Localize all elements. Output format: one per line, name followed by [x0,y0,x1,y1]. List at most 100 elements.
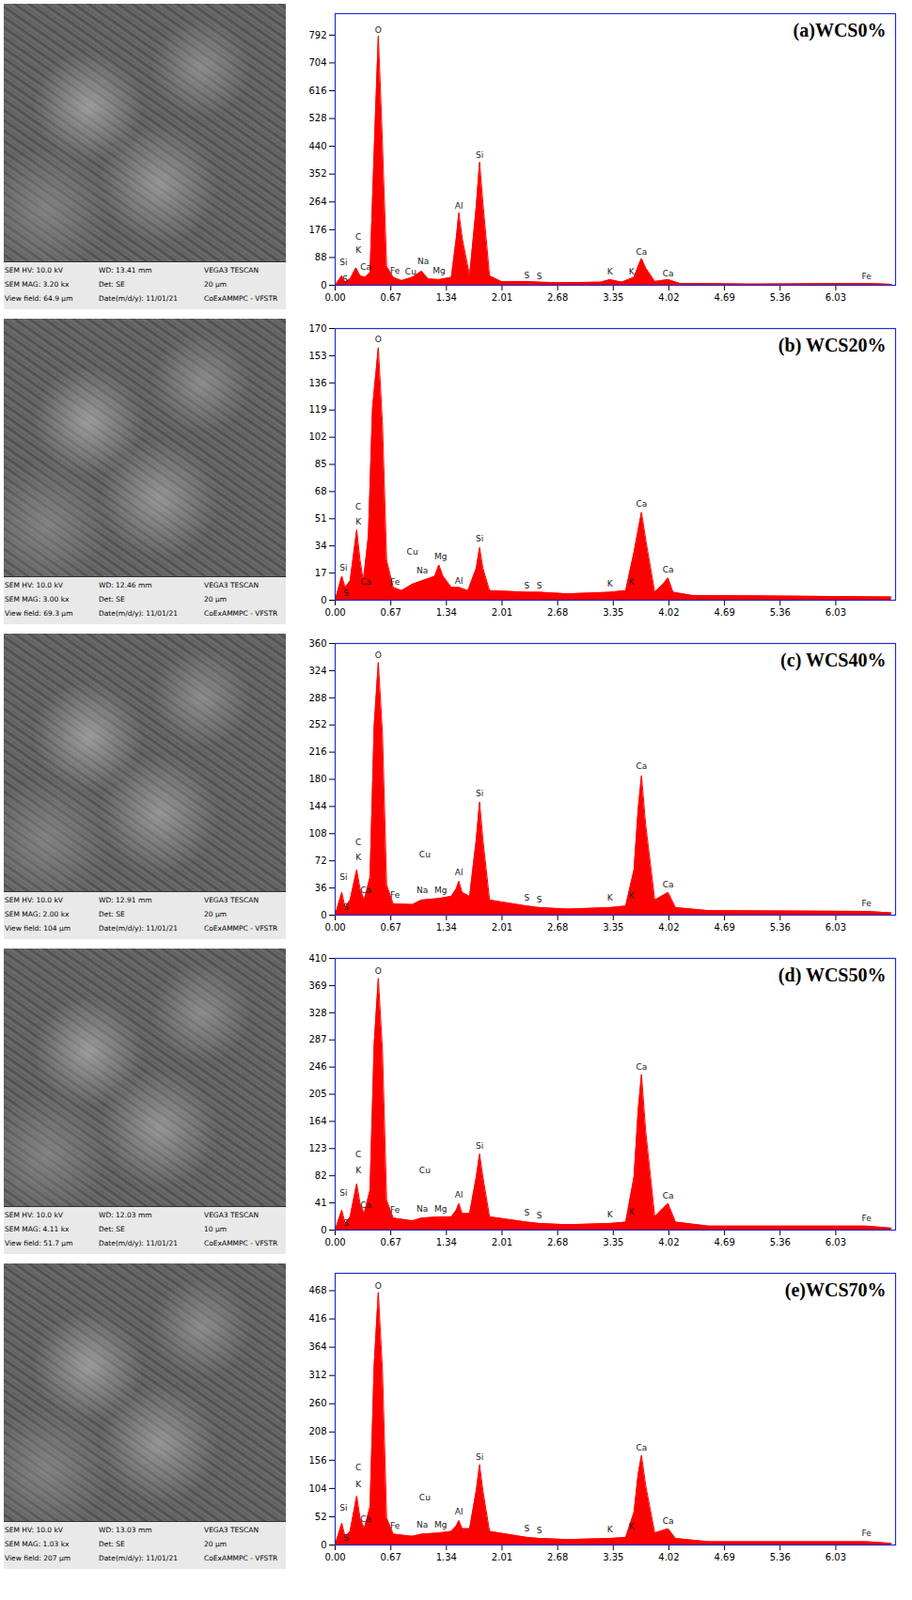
svg-text:K: K [628,577,636,587]
svg-text:K: K [628,891,636,901]
svg-text:K: K [355,1479,362,1490]
svg-text:O: O [375,334,382,345]
svg-text:S: S [343,588,349,598]
svg-text:369: 369 [308,980,327,991]
svg-text:O: O [375,1281,382,1291]
svg-text:(d) WCS50%: (d) WCS50% [778,964,887,987]
svg-text:C: C [355,1462,362,1473]
svg-text:C: C [355,1149,362,1160]
svg-text:Fe: Fe [861,271,872,282]
svg-text:Si: Si [339,1503,347,1513]
svg-text:Ca: Ca [662,880,675,890]
svg-text:Mg: Mg [434,885,447,896]
svg-text:352: 352 [308,168,327,179]
svg-text:6.03: 6.03 [825,607,847,618]
svg-text:4.69: 4.69 [713,922,735,933]
svg-text:Ca: Ca [662,565,675,575]
svg-text:Si: Si [339,257,347,268]
svg-text:4.02: 4.02 [658,1552,679,1563]
svg-text:4.02: 4.02 [658,922,679,933]
svg-text:360: 360 [308,638,327,649]
svg-text:Mg: Mg [432,266,445,276]
svg-text:3.35: 3.35 [602,1237,624,1248]
svg-text:312: 312 [308,1369,327,1381]
svg-text:208: 208 [308,1426,327,1437]
svg-text:K: K [607,1210,614,1220]
svg-text:6.03: 6.03 [825,1237,847,1248]
svg-text:Si: Si [475,1141,484,1151]
svg-text:176: 176 [308,224,327,236]
svg-text:52: 52 [314,1511,328,1523]
svg-text:2.01: 2.01 [491,1237,513,1248]
svg-text:5.36: 5.36 [770,922,791,933]
svg-text:O: O [375,650,382,661]
svg-text:Fe: Fe [861,1213,872,1224]
svg-text:0: 0 [320,1540,327,1551]
svg-text:Si: Si [339,872,347,882]
svg-text:4.02: 4.02 [658,607,679,618]
svg-text:K: K [628,1207,636,1217]
svg-text:Cu: Cu [405,267,417,277]
svg-text:156: 156 [308,1455,327,1466]
svg-text:288: 288 [308,692,327,704]
svg-text:S: S [343,902,349,912]
svg-text:416: 416 [308,1313,327,1324]
svg-text:85: 85 [314,458,328,470]
svg-text:0.00: 0.00 [324,1237,346,1248]
svg-text:K: K [355,852,362,863]
svg-text:324: 324 [308,665,327,677]
svg-text:0.00: 0.00 [324,607,346,618]
svg-text:4.02: 4.02 [658,1237,679,1248]
svg-text:K: K [355,245,362,255]
svg-text:2.01: 2.01 [491,922,513,933]
svg-text:102: 102 [308,431,327,442]
svg-text:0.00: 0.00 [324,922,346,933]
svg-text:1.34: 1.34 [436,1552,457,1563]
svg-text:4.02: 4.02 [658,292,679,303]
svg-text:72: 72 [314,855,328,866]
svg-text:S: S [524,893,531,903]
svg-text:S: S [536,1525,543,1536]
svg-text:Mg: Mg [434,1520,447,1530]
svg-text:(e)WCS70%: (e)WCS70% [785,1279,887,1302]
svg-text:0: 0 [320,280,327,291]
svg-text:Al: Al [455,1507,464,1517]
svg-text:2.01: 2.01 [491,1552,513,1563]
svg-text:704: 704 [308,57,327,68]
svg-text:410: 410 [308,953,327,964]
svg-text:S: S [536,895,543,905]
svg-text:S: S [342,274,348,284]
svg-text:6.03: 6.03 [825,1552,847,1563]
svg-text:Ca: Ca [662,268,675,279]
svg-text:S: S [536,1210,543,1221]
svg-text:O: O [375,25,382,35]
svg-text:170: 170 [308,323,327,334]
svg-text:K: K [355,1165,362,1176]
svg-text:246: 246 [308,1061,327,1072]
svg-text:144: 144 [308,801,327,812]
svg-text:K: K [628,1522,636,1532]
svg-text:0.67: 0.67 [380,1237,402,1248]
svg-text:Mg: Mg [434,551,447,562]
svg-text:Na: Na [416,1204,428,1214]
svg-text:K: K [607,1525,614,1535]
svg-text:Ca: Ca [662,1191,675,1201]
svg-text:0: 0 [320,595,327,606]
svg-text:Ca: Ca [635,1443,647,1453]
svg-text:328: 328 [308,1007,327,1019]
svg-text:364: 364 [308,1341,327,1353]
svg-text:51: 51 [314,513,328,524]
svg-text:4.69: 4.69 [713,292,735,303]
svg-text:287: 287 [308,1034,327,1045]
svg-text:2.01: 2.01 [491,607,513,618]
svg-text:164: 164 [308,1116,327,1127]
svg-text:108: 108 [308,828,327,839]
svg-text:119: 119 [308,404,327,415]
svg-text:Ca: Ca [635,499,647,509]
svg-text:1.34: 1.34 [436,1237,457,1248]
svg-text:Fe: Fe [861,898,872,909]
svg-text:6.03: 6.03 [825,922,847,933]
svg-text:5.36: 5.36 [770,292,791,303]
svg-text:Ca: Ca [360,577,372,587]
svg-text:Ca: Ca [635,247,647,257]
